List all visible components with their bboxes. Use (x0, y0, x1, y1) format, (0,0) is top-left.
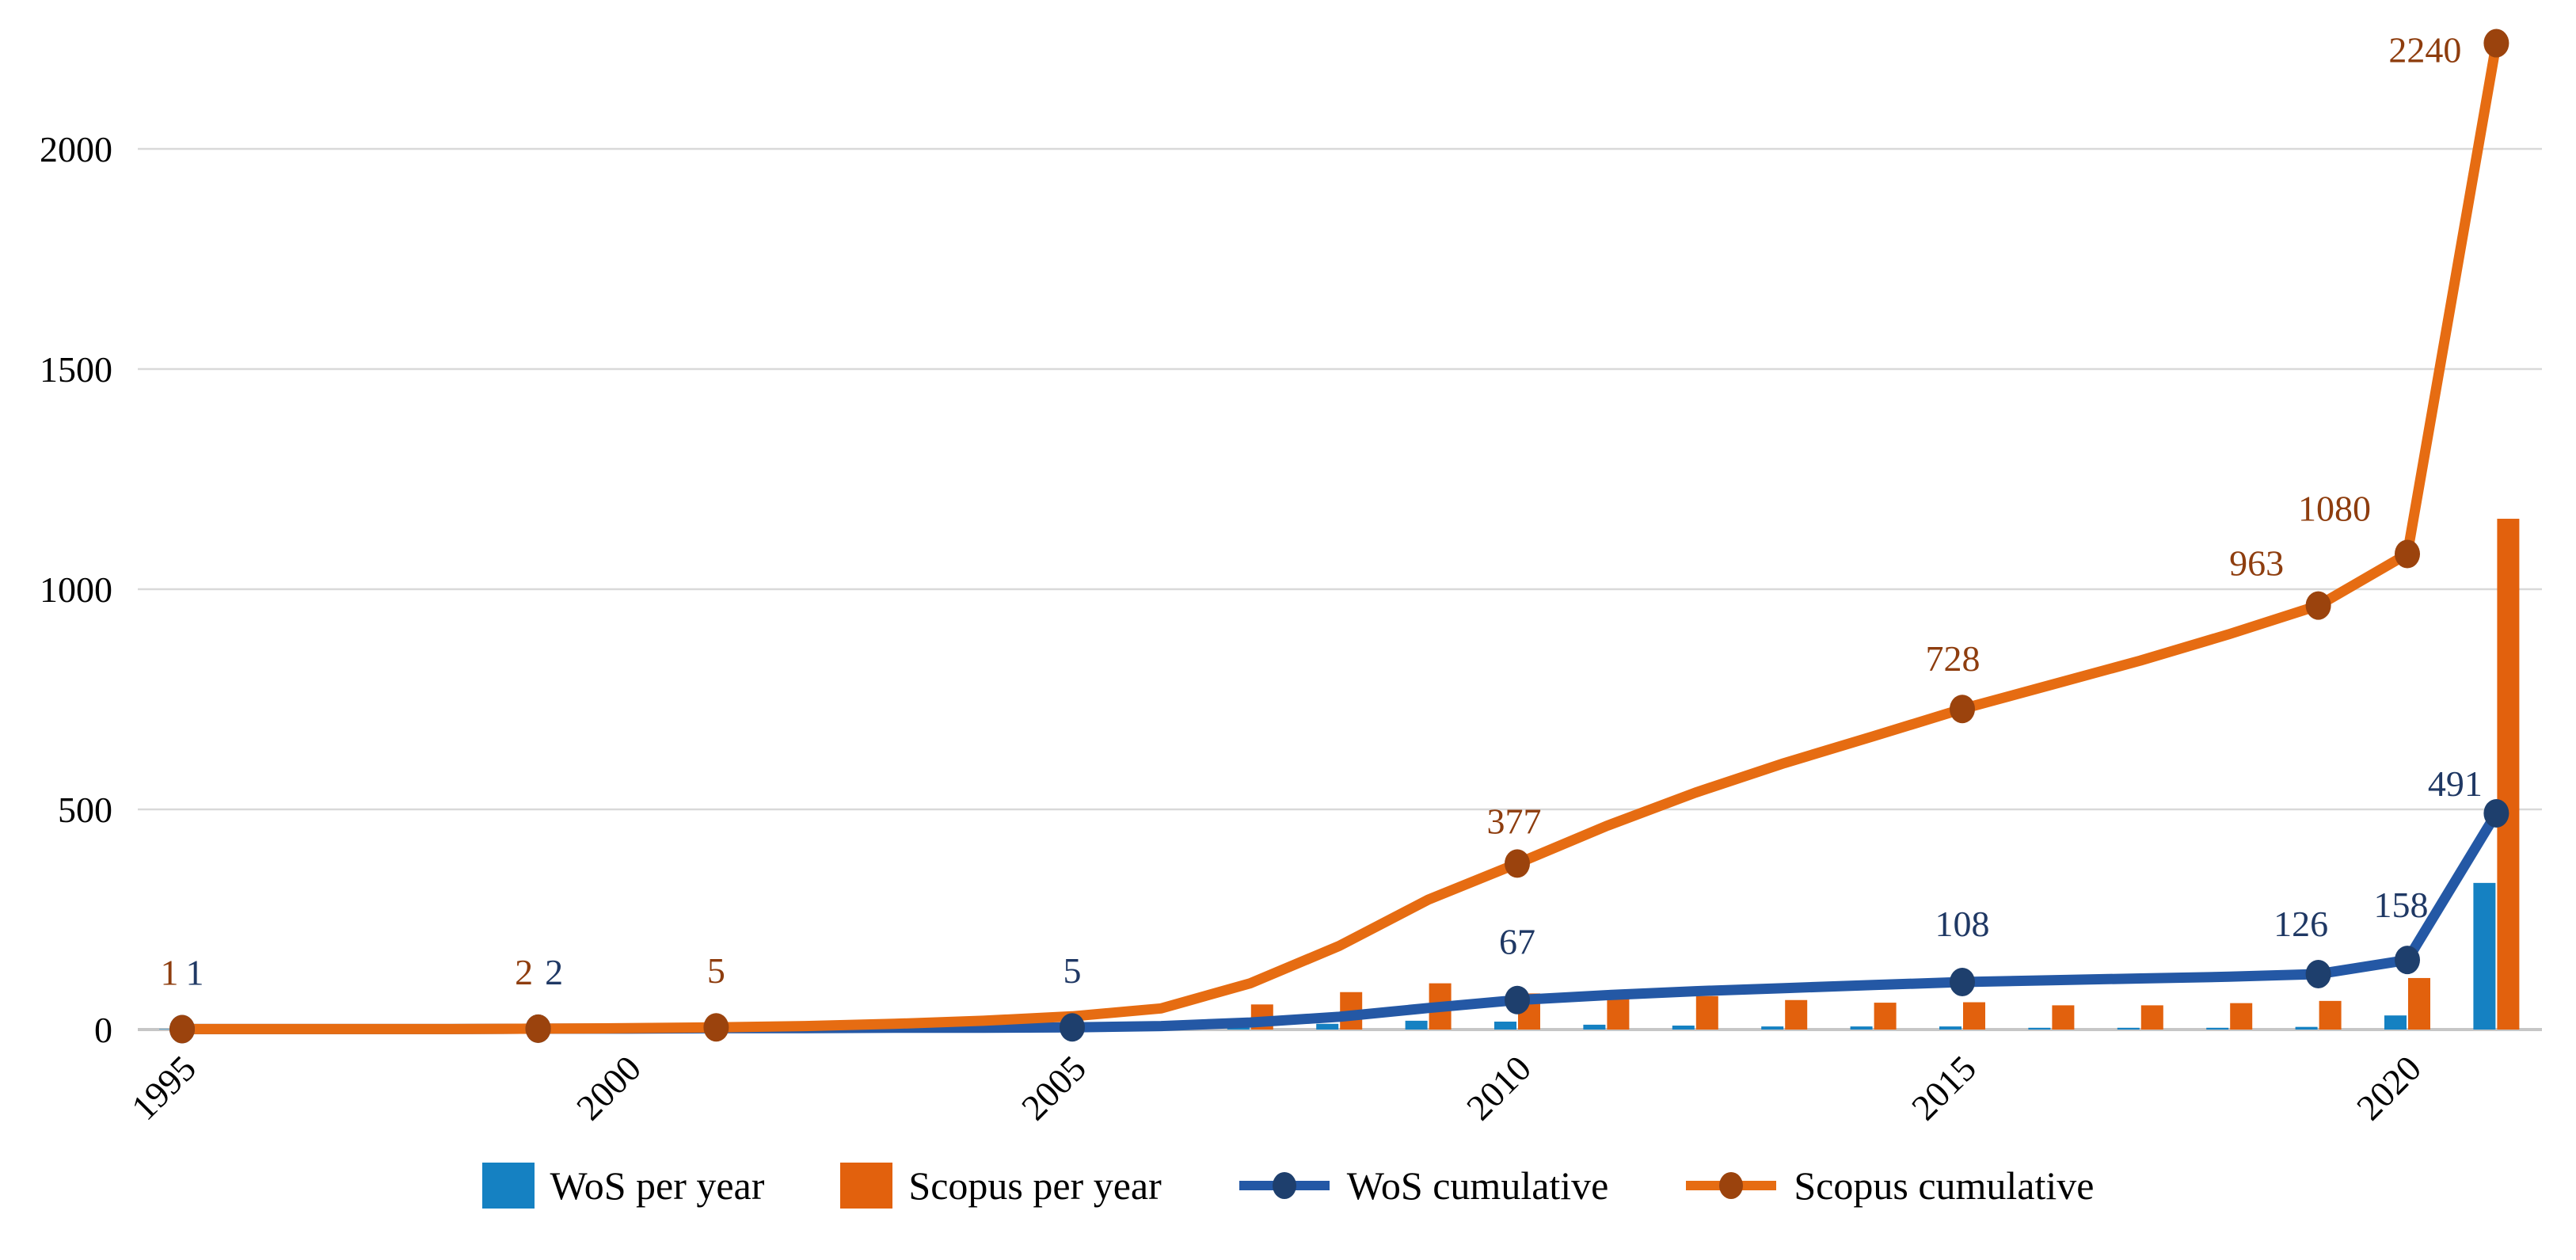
wos-bar (2473, 882, 2496, 1030)
scopus-marker (1950, 695, 1975, 724)
x-tick-label: 2020 (2349, 1048, 2429, 1128)
scopus-bar (1695, 995, 1718, 1030)
wos-bar (1494, 1021, 1516, 1030)
legend-label: Scopus cumulative (1794, 1163, 2095, 1208)
data-label: 108 (1935, 904, 1990, 944)
scopus-marker (2305, 591, 2331, 620)
y-tick-label: 500 (58, 790, 112, 830)
legend-item-wos-per-year: WoS per year (481, 1163, 765, 1209)
x-tick-label: 2005 (1014, 1048, 1094, 1128)
scopus-bar (1785, 999, 1808, 1030)
data-label: 2 (545, 952, 563, 992)
data-label: 1 (186, 952, 204, 992)
y-tick-label: 0 (94, 1010, 112, 1050)
wos-marker (1060, 1013, 1085, 1042)
wos-bar (1316, 1023, 1339, 1030)
legend-marker (1272, 1172, 1296, 1199)
data-label: 2 (515, 952, 533, 992)
scopus-marker (169, 1014, 195, 1044)
data-label: 2240 (2388, 30, 2461, 70)
wos-marker (1505, 985, 1530, 1014)
wos-bar (1672, 1025, 1695, 1030)
data-label: 67 (1499, 922, 1535, 962)
wos-bar (1850, 1026, 1873, 1030)
chart-legend: WoS per year Scopus per year WoS cumulativ… (0, 1163, 2576, 1209)
data-label: 5 (1064, 950, 1082, 991)
legend-marker (1719, 1172, 1744, 1199)
wos-bar (2028, 1027, 2051, 1030)
scopus-marker (2395, 539, 2420, 569)
wos-cumulative-swatch (1239, 1172, 1330, 1199)
scopus-cumulative-swatch (1686, 1172, 1777, 1199)
scopus-marker (1505, 849, 1530, 878)
y-tick-label: 2000 (40, 129, 112, 169)
legend-label: WoS cumulative (1346, 1163, 1609, 1208)
legend-label: WoS per year (550, 1163, 765, 1208)
wos-marker (1950, 967, 1975, 996)
wos-per-year-swatch (481, 1163, 535, 1209)
data-label: 158 (2374, 885, 2429, 925)
y-tick-label: 1000 (40, 569, 112, 610)
wos-bar (2206, 1027, 2229, 1030)
x-tick-label: 2000 (569, 1048, 649, 1128)
data-label: 491 (2428, 763, 2483, 804)
data-label: 728 (1926, 638, 1981, 679)
x-tick-label: 1995 (124, 1048, 204, 1128)
wos-bar (1405, 1020, 1428, 1030)
wos-bar (1761, 1026, 1784, 1030)
data-label: 377 (1487, 801, 1542, 841)
x-tick-label: 2015 (1904, 1048, 1984, 1128)
wos-bar (1583, 1024, 1606, 1030)
wos-marker (2395, 946, 2420, 975)
data-label: 126 (2274, 904, 2328, 944)
scopus-bar (2052, 1005, 2075, 1030)
scopus-bar (2140, 1005, 2163, 1030)
wos-bar (1939, 1026, 1961, 1030)
scopus-cumulative-line (177, 38, 2502, 1034)
data-label: 1 (161, 952, 179, 992)
wos-bar (2384, 1015, 2407, 1030)
wos-bar (2295, 1026, 2318, 1030)
data-label: 5 (707, 950, 725, 991)
wos-cumulative-line (177, 808, 2502, 1034)
scopus-per-year-swatch (840, 1163, 893, 1209)
x-tick-label: 2010 (1459, 1048, 1539, 1128)
scopus-bar (2408, 977, 2430, 1030)
scopus-marker (2483, 29, 2509, 58)
scopus-bar (2497, 519, 2520, 1030)
scopus-bar (1874, 1003, 1897, 1030)
wos-marker (2305, 959, 2331, 988)
scopus-bar (2319, 1000, 2342, 1030)
legend-item-scopus-per-year: Scopus per year (840, 1163, 1162, 1209)
wos-bar (2117, 1027, 2140, 1030)
data-label: 963 (2229, 543, 2284, 584)
scopus-marker (703, 1013, 729, 1042)
scopus-bar (2230, 1003, 2253, 1030)
scopus-marker (525, 1014, 551, 1043)
wos-marker (2483, 799, 2509, 828)
legend-label: Scopus per year (908, 1163, 1162, 1208)
y-tick-label: 1500 (40, 349, 112, 390)
scopus-bar (1963, 1002, 1985, 1030)
legend-item-scopus-cumulative: Scopus cumulative (1684, 1163, 2094, 1209)
data-label: 1080 (2298, 489, 2371, 529)
legend-item-wos-cumulative: WoS cumulative (1238, 1163, 1609, 1209)
